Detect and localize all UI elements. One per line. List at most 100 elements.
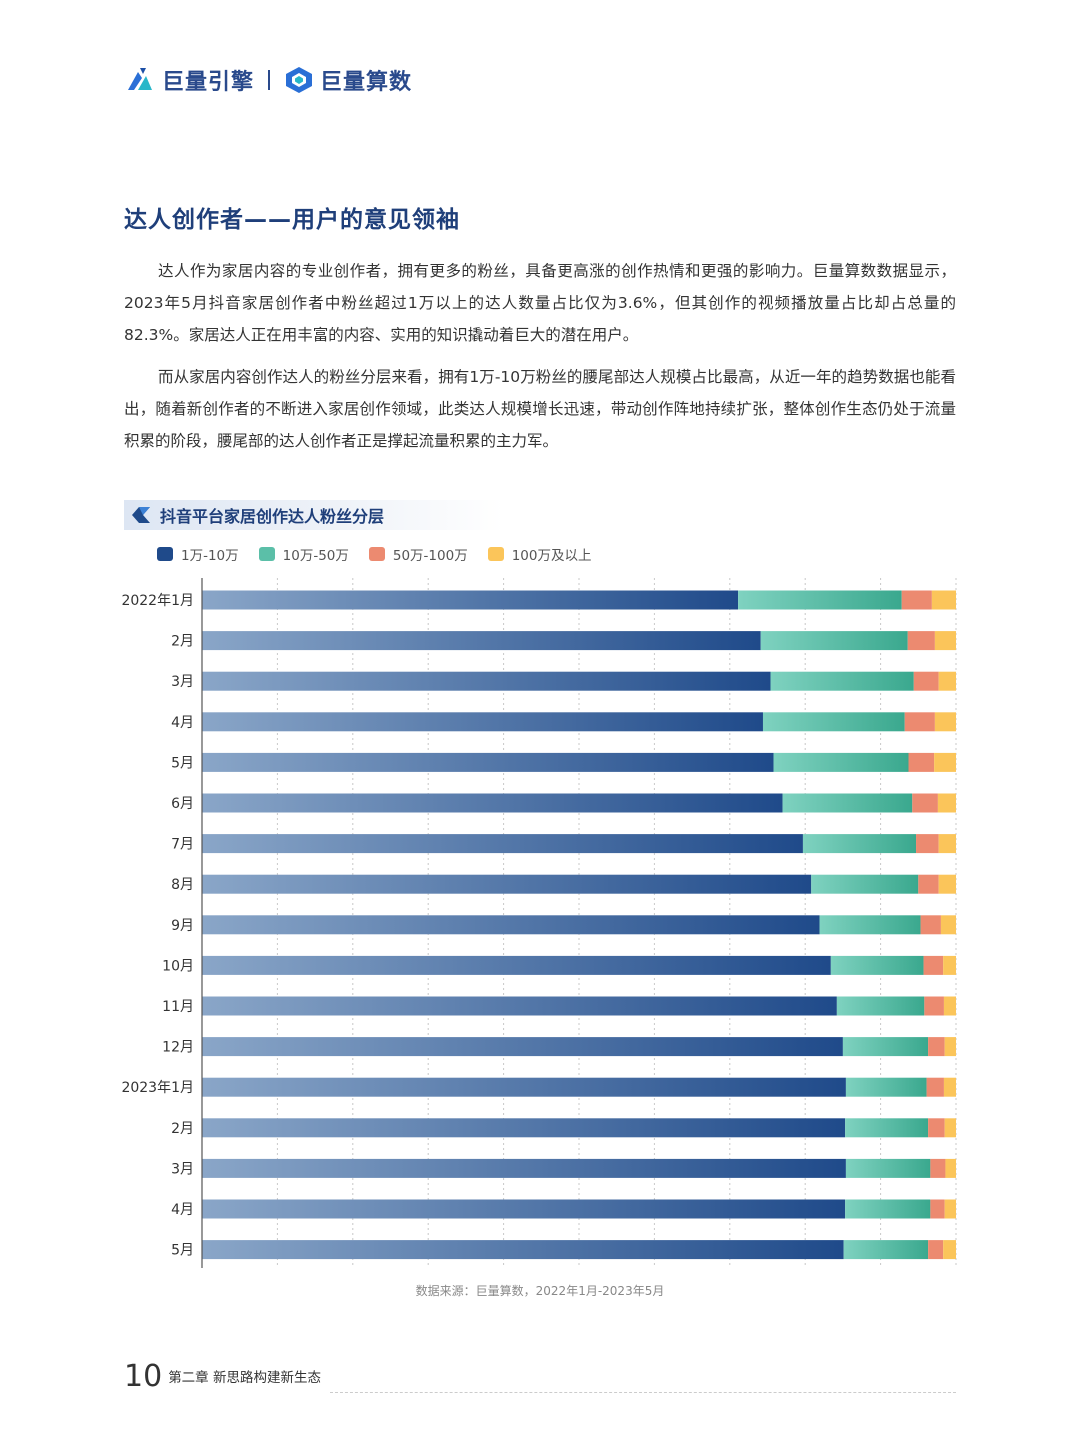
bar-segment-2 [760, 631, 908, 651]
legend-label-2: 10万-50万 [282, 548, 349, 564]
bar-segment-1 [202, 996, 837, 1016]
bar-segment-1 [202, 1118, 846, 1138]
legend-label-3: 50万-100万 [392, 548, 468, 564]
data-source: 数据来源：巨量算数，2022年1月-2023年5月 [415, 1284, 665, 1298]
section-title: 达人创作者——用户的意见领袖 [124, 207, 460, 233]
bar-segment-2 [845, 1158, 931, 1178]
legend-item-4: 100万及以上 [487, 544, 592, 564]
bar-segment-2 [845, 1118, 929, 1138]
bar-segment-1 [202, 671, 771, 691]
footer-divider [330, 1392, 956, 1393]
y-tick-label: 3月 [171, 1161, 194, 1177]
bar-segment-2 [802, 834, 917, 854]
bar-segment-4 [938, 834, 956, 854]
y-tick-label: 4月 [171, 1202, 194, 1218]
bar-segment-3 [918, 874, 939, 894]
bar-segment-3 [928, 1240, 944, 1260]
bar-segment-2 [845, 1199, 931, 1219]
bar-segment-1 [202, 1199, 846, 1219]
bar-segment-4 [934, 712, 956, 732]
legend-item-1: 1万-10万 [157, 544, 239, 564]
bar-segment-4 [938, 874, 956, 894]
bar-segment-3 [901, 590, 932, 610]
bar-segment-3 [930, 1158, 946, 1178]
bar-segment-1 [202, 874, 812, 894]
bar-segment-2 [770, 671, 914, 691]
y-tick-label: 10月 [162, 958, 194, 974]
bar-segment-2 [738, 590, 902, 610]
bar-segment-1 [202, 1240, 844, 1260]
page-number: 10 [124, 1359, 163, 1394]
brand-suanshu: 巨量算数 [320, 70, 413, 95]
bar-segment-1 [202, 752, 774, 772]
y-tick-label: 5月 [171, 1243, 194, 1259]
bar-segment-2 [811, 874, 919, 894]
chart-title-bar: 抖音平台家居创作达人粉丝分层 [124, 500, 504, 530]
y-tick-label: 2022年1月 [121, 593, 194, 609]
bar-segment-1 [202, 590, 739, 610]
bar-segment-4 [944, 1199, 956, 1219]
bar-segment-4 [944, 1118, 956, 1138]
bar-segment-2 [843, 1240, 929, 1260]
bar-segment-2 [762, 712, 905, 732]
bar-segment-4 [945, 1158, 956, 1178]
paragraph-2: 而从家居内容创作达人的粉丝分层来看，拥有1万-10万粉丝的腰尾部达人规模占比最高… [124, 368, 956, 450]
y-tick-label: 2023年1月 [121, 1080, 194, 1096]
bar-segment-3 [907, 631, 935, 651]
y-tick-label: 7月 [171, 837, 194, 853]
paragraph-1: 达人作为家居内容的专业创作者，拥有更多的粉丝，具备更高涨的创作热情和更强的影响力… [124, 262, 956, 344]
bar-segment-2 [782, 793, 913, 813]
bar-segment-4 [931, 590, 956, 610]
legend-swatch-3 [368, 547, 385, 561]
bar-segment-3 [920, 915, 941, 935]
y-tick-label: 8月 [171, 877, 194, 893]
y-tick-label: 2月 [171, 1121, 194, 1137]
bar-segment-3 [916, 834, 939, 854]
bar-segment-4 [937, 793, 956, 813]
bar-segment-4 [943, 1240, 956, 1260]
legend-label-4: 100万及以上 [511, 548, 592, 564]
bar-segment-3 [926, 1077, 944, 1097]
y-tick-label: 3月 [171, 674, 194, 690]
bar-segment-3 [908, 752, 935, 772]
ocean-engine-logo-icon [124, 64, 156, 96]
legend-label-1: 1万-10万 [181, 548, 239, 564]
bar-segment-1 [202, 1158, 846, 1178]
y-tick-label: 2月 [171, 634, 194, 650]
bar-segment-1 [202, 1037, 843, 1057]
chapter-title: 第二章 新思路构建新生态 [168, 1370, 321, 1386]
bar-segment-1 [202, 1077, 846, 1097]
bar-segment-1 [202, 631, 761, 651]
bar-segment-2 [773, 752, 909, 772]
bar-segment-4 [940, 915, 956, 935]
bar-segment-1 [202, 712, 763, 732]
bar-segment-4 [943, 996, 956, 1016]
bar-segment-3 [913, 671, 939, 691]
bar-segment-3 [928, 1037, 945, 1057]
bar-segment-3 [928, 1118, 945, 1138]
bar-segment-3 [930, 1199, 945, 1219]
brand-ocean-engine: 巨量引擎 [162, 70, 255, 95]
bar-segment-1 [202, 955, 831, 975]
bar-segment-1 [202, 834, 803, 854]
header-divider [268, 70, 271, 90]
y-tick-label: 5月 [171, 755, 194, 771]
bar-segment-4 [938, 671, 956, 691]
y-tick-label: 6月 [171, 796, 194, 812]
bar-segment-1 [202, 915, 820, 935]
y-tick-label: 9月 [171, 918, 194, 934]
stacked-bar-chart: 2022年1月 2月 3月 4月 5月 6月 7月 8月 9月 10月 11月 12月 2023年1月 2… [121, 578, 957, 1268]
legend-item-3: 50万-100万 [368, 544, 468, 564]
bar-segment-4 [934, 752, 956, 772]
bar-segment-4 [943, 955, 956, 975]
header: 巨量引擎 巨量算数 [124, 60, 412, 100]
bar-segment-4 [943, 1077, 956, 1097]
chart-title: 抖音平台家居创作达人粉丝分层 [160, 507, 385, 526]
footer: 10 第二章 新思路构建新生态 [124, 1362, 321, 1392]
bar-segment-2 [830, 955, 924, 975]
legend-swatch-2 [258, 547, 275, 561]
chart-legend: 1万-10万 10万-50万 50万-100万 100万及以上 [157, 544, 611, 564]
bar-segment-3 [912, 793, 938, 813]
bar-segment-2 [836, 996, 925, 1016]
bar-segment-4 [944, 1037, 956, 1057]
